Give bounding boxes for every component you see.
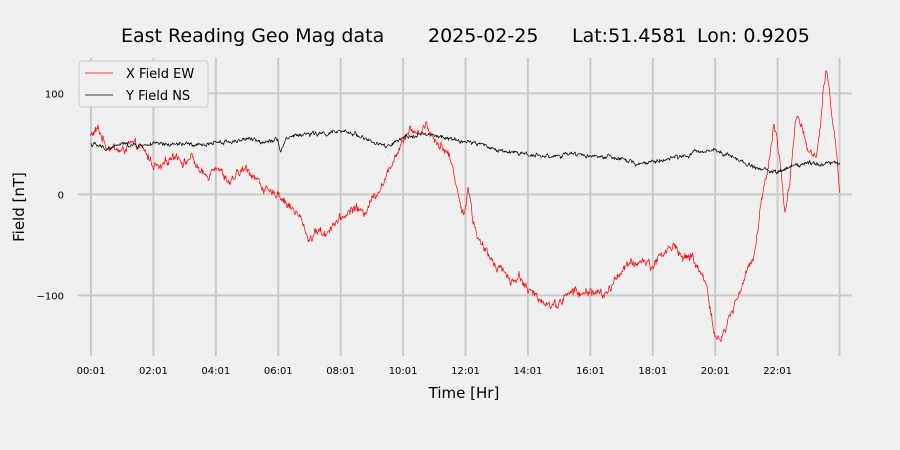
- y-tick-label: −100: [37, 291, 64, 302]
- legend-box: [78, 60, 209, 108]
- legend-label-y-field: Y Field NS: [125, 89, 190, 104]
- legend: X Field EW Y Field NS: [78, 60, 209, 108]
- x-tick-label: 02:01: [139, 366, 168, 377]
- x-tick-label: 14:01: [514, 366, 543, 377]
- x-tick-label: 20:01: [701, 366, 730, 377]
- chart-title-lon: Lon: 0.9205: [697, 25, 810, 47]
- y-axis-label: Field [nT]: [10, 172, 28, 242]
- x-tick-label: 00:01: [77, 366, 106, 377]
- x-tick-label: 08:01: [326, 366, 355, 377]
- x-tick-label: 06:01: [264, 366, 293, 377]
- x-tick-label: 04:01: [201, 366, 230, 377]
- y-tick-label: 0: [58, 190, 64, 201]
- x-tick-label: 22:01: [763, 366, 792, 377]
- x-tick-label: 16:01: [576, 366, 605, 377]
- chart-title-date: 2025-02-25: [428, 25, 538, 47]
- plot-lines: [90, 70, 840, 342]
- y-tick-labels: 100 0 −100: [37, 89, 64, 302]
- y-field-ns-line: [90, 129, 840, 175]
- x-tick-label: 10:01: [389, 366, 418, 377]
- x-tick-labels: 00:01 02:01 04:01 06:01 08:01 10:01 12:01 14:01…: [77, 366, 792, 377]
- y-tick-label: 100: [45, 89, 64, 100]
- chart-title-name: East Reading Geo Mag data: [121, 25, 384, 47]
- x-tick-label: 18:01: [638, 366, 667, 377]
- plot-grid: [78, 58, 852, 356]
- x-axis-label: Time [Hr]: [428, 384, 500, 402]
- x-field-ew-line: [90, 70, 840, 342]
- legend-label-x-field: X Field EW: [126, 67, 194, 82]
- x-tick-label: 12:01: [451, 366, 480, 377]
- chart-title-lat: Lat:51.4581: [572, 25, 687, 47]
